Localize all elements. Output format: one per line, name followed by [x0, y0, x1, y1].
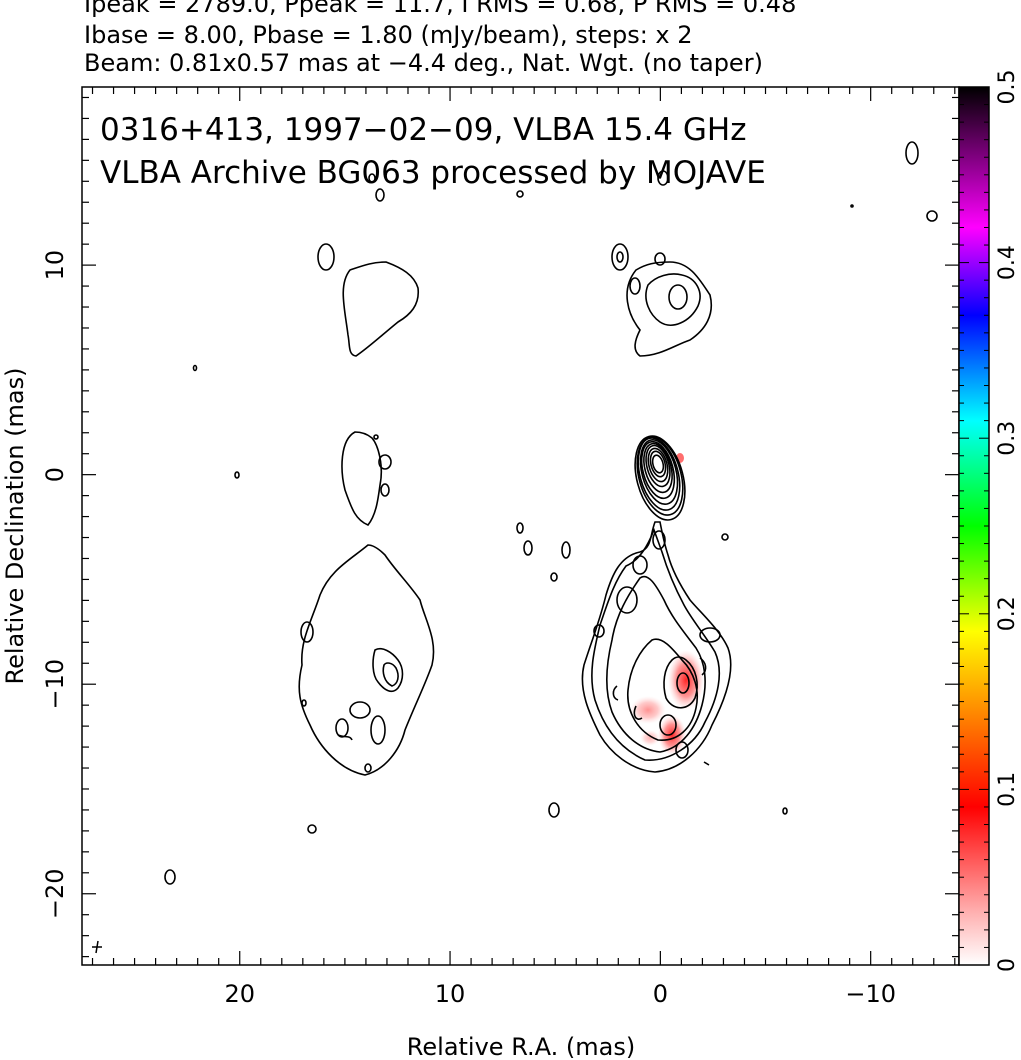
y-tick-label: −20	[41, 868, 69, 919]
colorbar: 0 0.1 0.2 0.3 0.4 0.5	[958, 70, 1020, 972]
contour-lines	[164, 141, 938, 885]
plot-frame	[81, 86, 960, 966]
noise-contours	[164, 141, 938, 885]
x-tick-label: 20	[224, 980, 255, 1008]
colorbar-tick-label: 0.5	[995, 70, 1020, 105]
plot-title-line1: 0316+413, 1997−02−09, VLBA 15.4 GHz	[100, 112, 746, 148]
y-axis-label: Relative Declination (mas)	[1, 367, 29, 684]
jet-knots	[516, 522, 729, 582]
pol-patch	[658, 715, 686, 755]
colorbar-tick-label: 0.2	[995, 596, 1020, 631]
header-stats-line: Ipeak = 2789.0, Ppeak = 11.7, I RMS = 0.…	[84, 0, 797, 18]
core-contours	[634, 435, 686, 521]
colorbar-tick-label: 0.1	[995, 772, 1020, 807]
pol-patch	[630, 696, 666, 724]
header-base-line: Ibase = 8.00, Pbase = 1.80 (mJy/beam), s…	[84, 21, 693, 49]
polarization-map	[630, 453, 704, 755]
copy-core-contours	[341, 431, 392, 526]
x-axis-label: Relative R.A. (mas)	[407, 1033, 635, 1060]
southern-jet-contours	[581, 521, 732, 773]
colorbar-tick-label: 0	[995, 958, 1020, 972]
colorbar-tick-label: 0.4	[995, 245, 1020, 280]
copy-jet-contours	[298, 544, 435, 776]
x-tick-label: −10	[845, 980, 896, 1008]
northern-feature-contours	[611, 243, 712, 357]
x-tick-label: 10	[435, 980, 466, 1008]
copy-northern-contours	[317, 243, 420, 357]
plot-axes: 20 10 0 −10 10 0 −10 −20	[41, 86, 960, 1008]
y-tick-label: 10	[41, 250, 69, 281]
header-beam-line: Beam: 0.81x0.57 mas at −4.4 deg., Nat. W…	[84, 49, 763, 77]
colorbar-tick-label: 0.3	[995, 421, 1020, 456]
pol-patch	[668, 650, 704, 710]
y-tick-label: −10	[41, 659, 69, 710]
colorbar-ticks: 0 0.1 0.2 0.3 0.4 0.5	[959, 70, 1020, 972]
beam-marker	[92, 940, 102, 954]
plot-title-line2: VLBA Archive BG063 processed by MOJAVE	[100, 155, 766, 191]
y-tick-label: 0	[41, 467, 69, 482]
x-tick-label: 0	[653, 980, 668, 1008]
pol-patch	[640, 730, 660, 746]
